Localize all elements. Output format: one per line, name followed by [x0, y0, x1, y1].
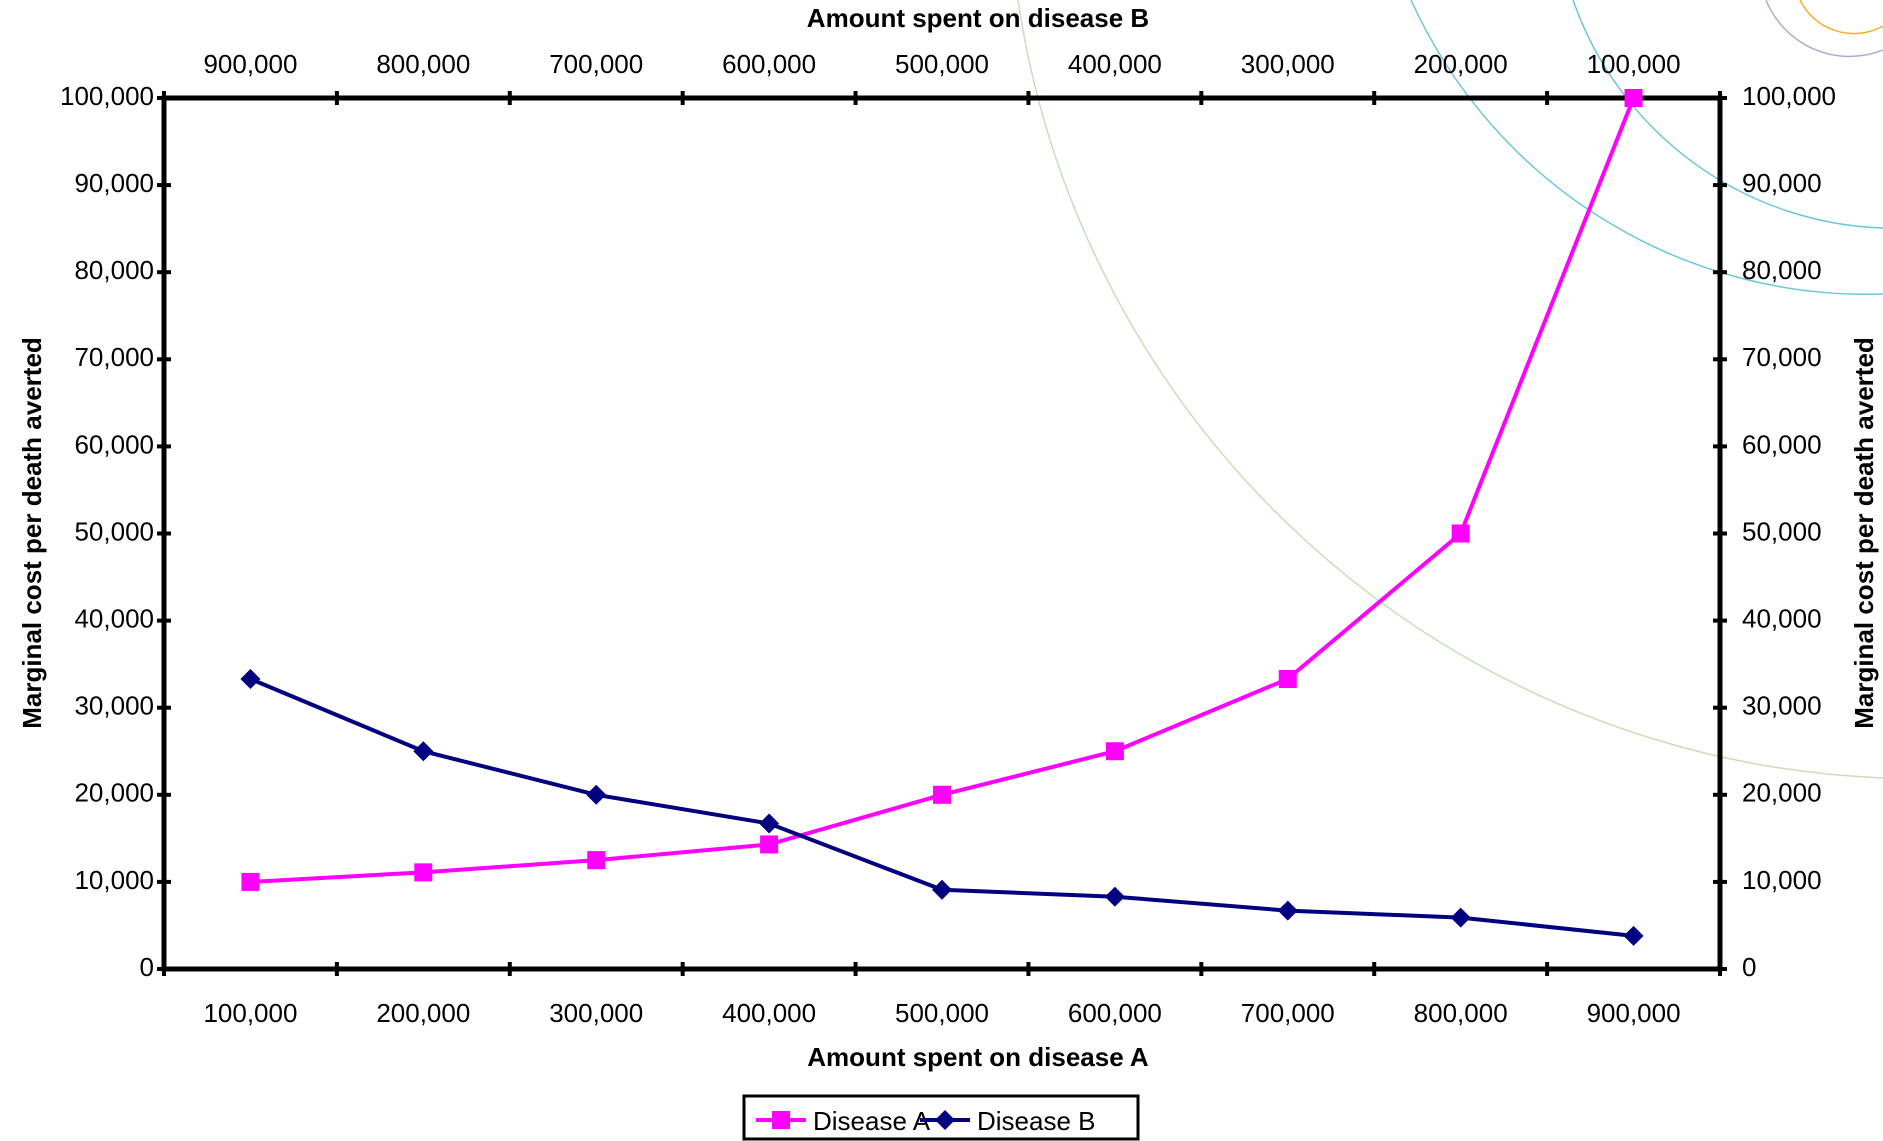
- y2-axis-title: Marginal cost per death averted: [1849, 337, 1879, 729]
- marker: [933, 786, 951, 804]
- y-tick-label: 30,000: [74, 691, 154, 721]
- x2-tick-label: 700,000: [549, 49, 643, 79]
- marker: [1106, 742, 1124, 760]
- x2-tick-label: 500,000: [895, 49, 989, 79]
- y-axis-title: Marginal cost per death averted: [17, 337, 47, 729]
- x-tick-label: 800,000: [1414, 998, 1508, 1028]
- x2-tick-label: 800,000: [376, 49, 470, 79]
- x-tick-label: 400,000: [722, 998, 816, 1028]
- chart: Amount spent on disease B Amount spent o…: [0, 0, 1883, 1141]
- x-tick-label: 500,000: [895, 998, 989, 1028]
- marker: [240, 669, 260, 689]
- x2-axis-title: Amount spent on disease B: [807, 3, 1149, 33]
- x-tick-label: 200,000: [376, 998, 470, 1028]
- x2-tick-label: 900,000: [203, 49, 297, 79]
- marker: [1451, 908, 1471, 928]
- marker: [1625, 89, 1643, 107]
- x-tick-label: 300,000: [549, 998, 643, 1028]
- y2-tick-label: 100,000: [1742, 81, 1836, 111]
- marker: [413, 741, 433, 761]
- y-tick-label: 40,000: [74, 603, 154, 633]
- marker: [1452, 525, 1470, 543]
- x-tick-label: 600,000: [1068, 998, 1162, 1028]
- y2-tick-label: 20,000: [1742, 778, 1822, 808]
- legend-label: Disease B: [977, 1106, 1096, 1136]
- y2-tick-label: 30,000: [1742, 691, 1822, 721]
- marker: [587, 851, 605, 869]
- y-tick-label: 100,000: [60, 81, 154, 111]
- y-tick-label: 80,000: [74, 255, 154, 285]
- y2-tick-label: 70,000: [1742, 342, 1822, 372]
- marker: [1279, 670, 1297, 688]
- decoration: [1018, 0, 1883, 778]
- y2-tick-label: 90,000: [1742, 168, 1822, 198]
- marker: [1105, 887, 1125, 907]
- y-tick-label: 60,000: [74, 429, 154, 459]
- y2-tick-label: 40,000: [1742, 603, 1822, 633]
- legend-label: Disease A: [813, 1106, 931, 1136]
- y2-tick-label: 0: [1742, 952, 1756, 982]
- x2-tick-label: 400,000: [1068, 49, 1162, 79]
- marker: [414, 863, 432, 881]
- marker: [759, 814, 779, 834]
- y-tick-label: 70,000: [74, 342, 154, 372]
- y-tick-label: 10,000: [74, 865, 154, 895]
- x2-tick-label: 200,000: [1414, 49, 1508, 79]
- y-tick-label: 0: [140, 952, 154, 982]
- y-tick-label: 50,000: [74, 516, 154, 546]
- x-axis-title: Amount spent on disease A: [807, 1042, 1149, 1072]
- x2-tick-label: 600,000: [722, 49, 816, 79]
- x2-tick-label: 300,000: [1241, 49, 1335, 79]
- plot-frame: [164, 98, 1720, 969]
- marker: [241, 873, 259, 891]
- marker: [1624, 926, 1644, 946]
- marker: [932, 880, 952, 900]
- marker: [1278, 901, 1298, 921]
- x-tick-label: 900,000: [1587, 998, 1681, 1028]
- y2-tick-label: 10,000: [1742, 865, 1822, 895]
- marker: [586, 785, 606, 805]
- x2-tick-label: 100,000: [1587, 49, 1681, 79]
- y-tick-label: 20,000: [74, 778, 154, 808]
- y2-tick-label: 50,000: [1742, 516, 1822, 546]
- y-tick-label: 90,000: [74, 168, 154, 198]
- marker: [772, 1111, 790, 1129]
- x-tick-label: 700,000: [1241, 998, 1335, 1028]
- y2-tick-label: 80,000: [1742, 255, 1822, 285]
- series-line: [250, 98, 1633, 882]
- x-tick-label: 100,000: [203, 998, 297, 1028]
- y2-tick-label: 60,000: [1742, 429, 1822, 459]
- marker: [760, 835, 778, 853]
